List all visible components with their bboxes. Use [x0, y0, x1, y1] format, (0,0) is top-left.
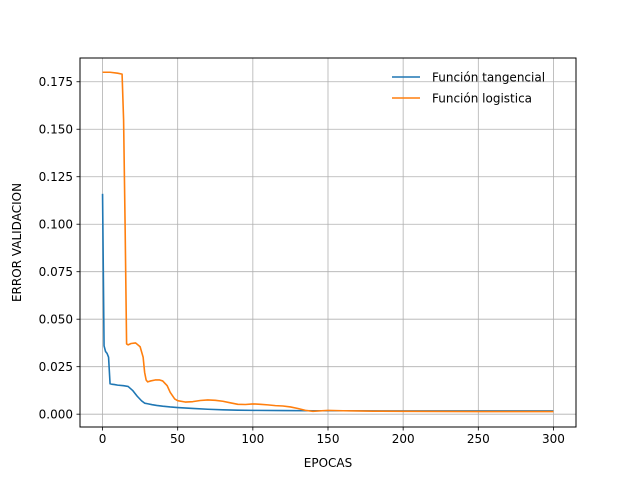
legend-label-2: Función logistica	[432, 92, 532, 106]
y-axis-label: ERROR VALIDACION	[10, 183, 24, 302]
series-line-1	[101, 193, 554, 412]
y-tick-label: 0.075	[39, 265, 73, 279]
y-tick-label: 0.100	[39, 218, 73, 232]
legend: Función tangencial Función logistica	[392, 71, 545, 106]
x-axis: 0 50 100 150 200 250 300	[99, 427, 565, 446]
y-tick-label: 0.050	[39, 313, 73, 327]
x-tick-label: 300	[542, 432, 565, 446]
series-line-2	[102, 71, 554, 413]
x-tick-label: 0	[99, 432, 107, 446]
y-tick-label: 0.125	[39, 170, 73, 184]
y-tick-label: 0.150	[39, 123, 73, 137]
x-tick-label: 200	[392, 432, 415, 446]
x-tick-label: 100	[241, 432, 264, 446]
legend-label-1: Función tangencial	[432, 71, 545, 85]
x-axis-label: EPOCAS	[304, 456, 352, 470]
y-axis: 0.000 0.025 0.050 0.075 0.100 0.125 0.150 0.175	[39, 75, 80, 422]
series-group	[101, 71, 554, 413]
x-tick-label: 250	[467, 432, 490, 446]
y-tick-label: 0.025	[39, 360, 73, 374]
x-tick-label: 50	[170, 432, 185, 446]
grid	[80, 58, 576, 427]
y-tick-label: 0.175	[39, 75, 73, 89]
y-tick-label: 0.000	[39, 408, 73, 422]
x-tick-label: 150	[317, 432, 340, 446]
